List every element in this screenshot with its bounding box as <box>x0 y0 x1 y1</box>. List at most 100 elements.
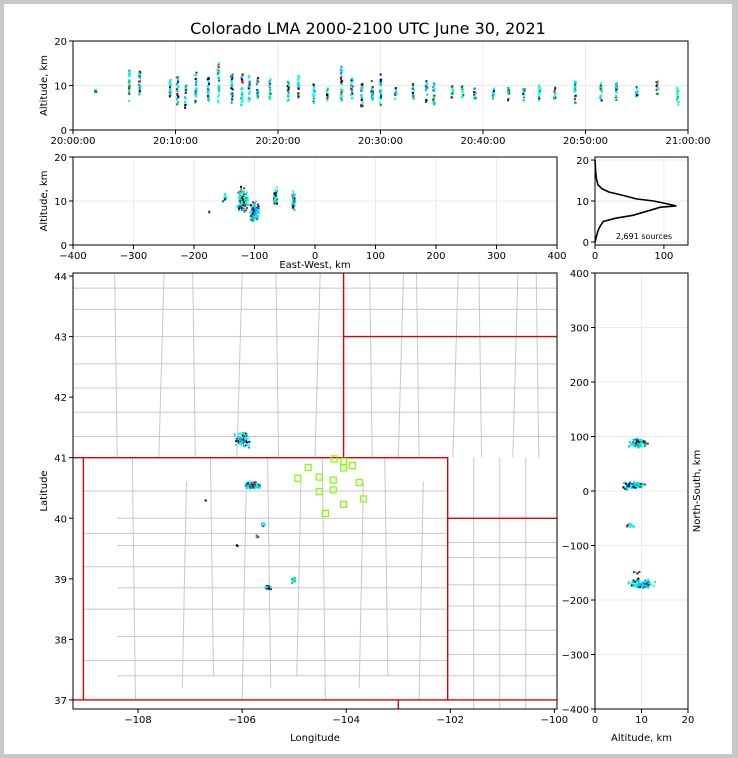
lightning-source <box>632 585 635 588</box>
lightning-source <box>622 486 625 489</box>
lightning-source <box>237 191 240 194</box>
lightning-source <box>522 92 525 95</box>
lightning-source <box>274 198 277 201</box>
lightning-source <box>256 203 259 206</box>
y-tick-label: 40 <box>54 514 67 525</box>
lightning-source <box>207 76 210 79</box>
lightning-source <box>247 86 250 89</box>
lightning-source <box>293 578 296 581</box>
lightning-source <box>553 93 556 96</box>
lightning-source <box>450 96 453 99</box>
lightning-source <box>650 582 653 585</box>
lightning-source <box>207 81 210 84</box>
lightning-source <box>245 437 247 440</box>
county-line <box>241 481 247 700</box>
lightning-source <box>246 486 249 489</box>
lightning-source <box>630 524 633 527</box>
lightning-source <box>361 89 364 92</box>
lightning-source <box>244 204 247 207</box>
lightning-source <box>137 84 140 87</box>
lightning-source <box>473 91 475 93</box>
lightning-source <box>460 86 463 88</box>
lightning-source <box>378 82 381 85</box>
lightning-source <box>522 98 525 101</box>
lightning-source <box>245 193 247 196</box>
lightning-source <box>645 582 648 585</box>
lightning-source <box>237 439 240 442</box>
lightning-source <box>380 95 383 98</box>
lightning-source <box>340 93 343 96</box>
lightning-source <box>474 92 477 95</box>
lightning-source <box>473 88 476 90</box>
lightning-source <box>252 212 255 215</box>
lightning-source <box>642 582 645 585</box>
lightning-source <box>425 101 427 103</box>
lightning-source <box>379 96 382 99</box>
lightning-source <box>433 101 436 104</box>
lightning-source <box>240 76 243 79</box>
lightning-source <box>656 88 659 91</box>
lightning-source <box>626 525 629 528</box>
lightning-source <box>223 196 226 199</box>
lightning-source <box>241 199 244 202</box>
lightning-source <box>231 81 234 84</box>
lightning-source <box>629 522 632 525</box>
lightning-source <box>493 89 495 92</box>
lma-station-marker <box>329 486 337 494</box>
lightning-source <box>195 73 198 76</box>
lightning-source <box>243 194 246 197</box>
lightning-source <box>371 95 374 98</box>
lightning-source <box>628 526 631 528</box>
lightning-source <box>243 201 246 204</box>
x-tick-label: −200 <box>180 251 207 262</box>
lightning-source <box>256 81 258 84</box>
lightning-source <box>249 486 252 489</box>
lightning-source <box>251 219 253 221</box>
lightning-source <box>241 74 244 76</box>
lightning-source <box>230 99 233 102</box>
county-line <box>512 272 519 458</box>
lightning-source <box>252 210 255 213</box>
y-tick-label: 37 <box>54 696 67 707</box>
lightning-source <box>240 197 243 200</box>
lightning-source <box>292 194 295 197</box>
y-tick-label: 20 <box>576 156 589 167</box>
lightning-source <box>626 483 629 486</box>
lightning-source <box>248 84 251 87</box>
y-tick-label: 20 <box>54 37 67 48</box>
lightning-source <box>240 98 243 101</box>
lightning-source <box>676 88 679 91</box>
lightning-source <box>293 204 296 207</box>
lightning-source <box>360 97 363 99</box>
lightning-source <box>138 93 141 96</box>
lightning-source <box>462 88 464 91</box>
lightning-source <box>461 91 464 94</box>
lightning-source <box>507 99 509 102</box>
lightning-source <box>451 92 454 95</box>
lightning-source <box>615 86 618 89</box>
lightning-source <box>240 93 243 96</box>
lightning-source <box>241 438 244 441</box>
county-line <box>397 272 404 458</box>
lightning-source <box>253 485 256 487</box>
county-line <box>415 272 420 458</box>
lightning-source <box>637 446 640 449</box>
lightning-source <box>424 89 427 92</box>
lightning-source <box>243 197 246 199</box>
lightning-source <box>184 91 187 94</box>
lightning-source <box>394 93 397 96</box>
lightning-source <box>241 434 243 437</box>
lightning-source <box>341 75 343 78</box>
y-tick-label: 38 <box>54 635 67 646</box>
lightning-source <box>627 581 630 584</box>
lightning-source <box>293 198 296 201</box>
lightning-source <box>380 88 383 91</box>
y-tick-label: 300 <box>570 324 589 335</box>
lightning-source <box>370 96 373 99</box>
x-tick-label: 0 <box>312 251 318 262</box>
lightning-source <box>640 583 643 586</box>
lightning-source <box>433 83 436 85</box>
lightning-source <box>460 95 463 98</box>
lightning-source <box>636 572 639 575</box>
lightning-source <box>249 487 252 490</box>
